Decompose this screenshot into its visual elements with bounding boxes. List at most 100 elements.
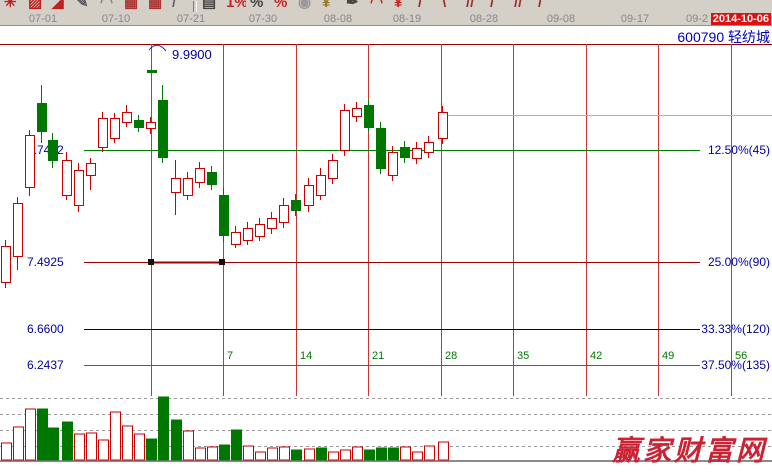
candle-body [328, 160, 338, 179]
current-date-badge: 2014-10-06 [710, 13, 771, 25]
candle-body [438, 112, 448, 139]
high-tick-mark [147, 70, 157, 73]
gann-angle-5-icon[interactable]: // [512, 0, 534, 13]
volume-bar [13, 426, 24, 461]
candle-body [291, 200, 301, 211]
fan-lines-icon-glyph: ✳ [4, 0, 17, 11]
gann-angle-2-icon[interactable]: \ [440, 0, 462, 13]
date-axis: 2014-10-06 07-01 07-10 07-21 07-30 08-08 08-1… [0, 13, 772, 26]
volume-bar [400, 446, 411, 461]
volume-bar [316, 447, 327, 461]
volume-bar [412, 451, 423, 461]
gann-day-number: 28 [445, 350, 458, 362]
candle-body [134, 120, 144, 128]
candle-body [352, 108, 362, 117]
volume-bar [243, 445, 254, 461]
arc-grid-icon[interactable]: ◠ [368, 0, 390, 13]
volume-bar [37, 408, 48, 461]
price-level-label: 6.6600 [27, 322, 64, 336]
candle-body [171, 178, 181, 193]
gann-day-number: 35 [517, 350, 530, 362]
gann-day-number: 7 [227, 350, 234, 362]
candle-body [267, 218, 277, 229]
volume-bar [183, 430, 194, 461]
gold-circle-icon[interactable]: ◉ [296, 0, 318, 13]
gann-angle-4-icon-glyph: / [490, 0, 495, 11]
candle-body [424, 142, 434, 153]
volume-bar [438, 441, 449, 461]
speed-fan-icon[interactable]: ◢ [50, 0, 72, 13]
percent-icon[interactable]: % [248, 0, 270, 13]
pencil-icon[interactable]: ✎ [74, 0, 96, 13]
fan-lines-icon[interactable]: ✳ [2, 0, 24, 13]
grid-table-icon-glyph: ▦ [124, 0, 139, 11]
gann-angle-4-icon[interactable]: / [488, 0, 510, 13]
volume-bar [352, 446, 363, 461]
date-tick-label: 09-17 [620, 13, 650, 25]
candle-body [48, 140, 58, 161]
date-tick-label: 07-21 [176, 13, 206, 25]
candle-body [98, 118, 108, 148]
gold-circle-icon-glyph: ◉ [298, 0, 312, 11]
volume-bar [267, 447, 278, 461]
percent-level-label: 12.50%(45) [707, 143, 770, 157]
candle-body [25, 135, 35, 188]
volume-baseline [0, 460, 772, 462]
candle-body [304, 185, 314, 206]
volume-bar [340, 449, 351, 461]
gann-angle-6-icon-glyph: / [538, 0, 543, 11]
volume-bar [207, 446, 218, 461]
candle-body [388, 152, 398, 176]
date-tick-label: 09-08 [546, 13, 576, 25]
gann-angle-1-icon[interactable]: / [416, 0, 438, 13]
candle-body [146, 122, 156, 129]
high-annotation-curve [148, 44, 167, 52]
candle-body [255, 224, 265, 237]
gann-box-icon-glyph: ▨ [28, 0, 43, 11]
grid-table-2-icon[interactable]: ▦ [146, 0, 168, 13]
volume-bar [219, 444, 230, 461]
gann-day-number: 42 [590, 350, 603, 362]
gann-day-number: 21 [372, 350, 385, 362]
gold-line-icon[interactable]: ¥ [320, 0, 342, 13]
percent-level-label: 25.00%(90) [707, 255, 770, 269]
stats-grid-icon-glyph: ▤ [202, 0, 217, 11]
gold-red-icon[interactable]: ¥ [392, 0, 414, 13]
arc-tool-icon[interactable]: ◠ [98, 0, 120, 13]
percent-one-icon[interactable]: 1% [224, 0, 246, 13]
trendline-icon[interactable]: / [170, 0, 192, 13]
volume-bar [1, 442, 12, 461]
volume-bar [231, 429, 242, 461]
price-level-label: 6.2437 [27, 358, 64, 372]
stats-grid-icon[interactable]: ▤ [200, 0, 222, 13]
gann-day-number: 14 [300, 350, 313, 362]
gann-box-icon[interactable]: ▨ [26, 0, 48, 13]
volume-bar [62, 421, 73, 461]
date-tick-label: 08-08 [323, 13, 353, 25]
candle-body [110, 118, 120, 139]
volume-bar [304, 448, 315, 461]
candle-body [1, 246, 11, 283]
volume-bar [134, 433, 145, 461]
pen-tool-icon[interactable]: ✒ [344, 0, 366, 13]
volume-bar [255, 451, 266, 461]
gann-angle-2-icon-glyph: \ [442, 0, 447, 11]
volume-bar [279, 446, 290, 461]
volume-bar [110, 411, 121, 461]
pen-tool-icon-glyph: ✒ [346, 0, 359, 11]
volume-bar [48, 427, 59, 461]
candle-body [13, 203, 23, 257]
gann-angle-6-icon[interactable]: / [536, 0, 558, 13]
grid-table-2-icon-glyph: ▦ [148, 0, 163, 11]
selection-handle[interactable] [148, 259, 154, 265]
candle-body [74, 170, 84, 206]
candle-body [158, 100, 168, 158]
gann-angle-3-icon-glyph: // [466, 0, 475, 11]
volume-bar [195, 447, 206, 461]
gann-angle-3-icon[interactable]: // [464, 0, 486, 13]
selection-handle[interactable] [219, 259, 225, 265]
percent-line-icon[interactable]: % [272, 0, 294, 13]
grid-table-icon[interactable]: ▦ [122, 0, 144, 13]
date-tick-label: 07-30 [248, 13, 278, 25]
